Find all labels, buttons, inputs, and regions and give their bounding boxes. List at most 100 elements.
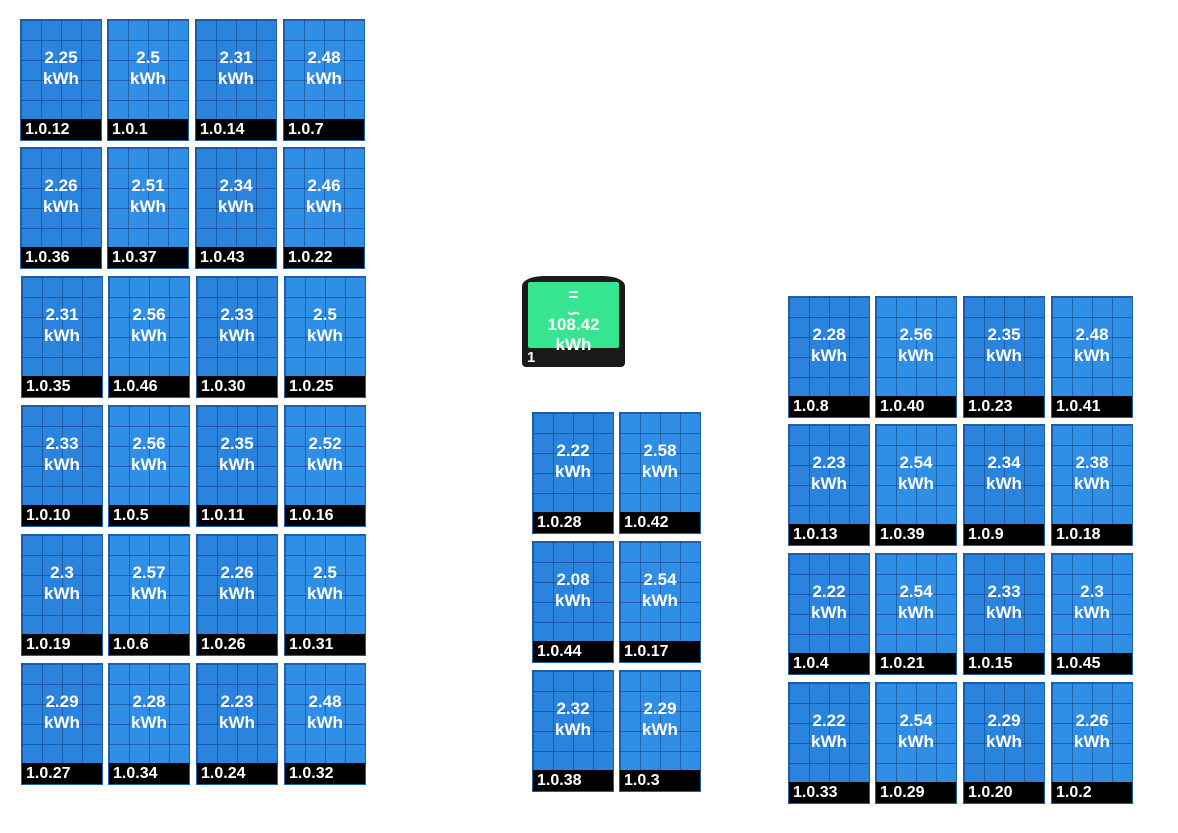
- panel-id-label: 1.0.34: [109, 763, 189, 784]
- panel-id-label: 1.0.9: [964, 524, 1044, 545]
- panel-energy: 2.33 kWh: [219, 305, 255, 345]
- solar-panel-1.0.8[interactable]: 2.28 kWh 1.0.8: [788, 296, 870, 418]
- solar-panel-1.0.31[interactable]: 2.5 kWh 1.0.31: [284, 534, 366, 656]
- solar-panel-1.0.46[interactable]: 2.56 kWh 1.0.46: [108, 276, 190, 398]
- panel-id-label: 1.0.15: [964, 653, 1044, 674]
- panel-energy: 2.34 kWh: [986, 453, 1022, 493]
- panel-energy: 2.56 kWh: [131, 305, 167, 345]
- panel-energy: 2.22 kWh: [811, 582, 847, 622]
- panel-energy: 2.56 kWh: [898, 325, 934, 365]
- panel-energy: 2.25 kWh: [43, 48, 79, 88]
- panel-energy: 2.5 kWh: [307, 305, 343, 345]
- panel-energy: 2.57 kWh: [131, 563, 167, 603]
- solar-panel-1.0.25[interactable]: 2.5 kWh 1.0.25: [284, 276, 366, 398]
- inverter-screen: = ∽ 108.42 kWh: [528, 282, 619, 354]
- panel-id-label: 1.0.36: [21, 247, 101, 268]
- panel-energy: 2.46 kWh: [306, 176, 342, 216]
- panel-id-label: 1.0.13: [789, 524, 869, 545]
- panel-energy: 2.3 kWh: [44, 563, 80, 603]
- solar-panel-1.0.30[interactable]: 2.33 kWh 1.0.30: [196, 276, 278, 398]
- solar-panel-1.0.26[interactable]: 2.26 kWh 1.0.26: [196, 534, 278, 656]
- solar-panel-1.0.44[interactable]: 2.08 kWh 1.0.44: [532, 541, 614, 663]
- panel-id-label: 1.0.2: [1052, 782, 1132, 803]
- panel-energy: 2.33 kWh: [44, 434, 80, 474]
- solar-panel-1.0.33[interactable]: 2.22 kWh 1.0.33: [788, 682, 870, 804]
- panel-energy: 2.29 kWh: [986, 711, 1022, 751]
- solar-panel-1.0.22[interactable]: 2.46 kWh 1.0.22: [283, 147, 365, 269]
- panel-id-label: 1.0.11: [197, 505, 277, 526]
- panel-energy: 2.51 kWh: [130, 176, 166, 216]
- solar-panel-1.0.28[interactable]: 2.22 kWh 1.0.28: [532, 412, 614, 534]
- panel-id-label: 1.0.30: [197, 376, 277, 397]
- solar-panel-1.0.38[interactable]: 2.32 kWh 1.0.38: [532, 670, 614, 792]
- solar-panel-1.0.10[interactable]: 2.33 kWh 1.0.10: [21, 405, 103, 527]
- solar-panel-1.0.15[interactable]: 2.33 kWh 1.0.15: [963, 553, 1045, 675]
- solar-panel-1.0.20[interactable]: 2.29 kWh 1.0.20: [963, 682, 1045, 804]
- panel-energy: 2.23 kWh: [811, 453, 847, 493]
- panel-id-label: 1.0.23: [964, 396, 1044, 417]
- solar-panel-1.0.23[interactable]: 2.35 kWh 1.0.23: [963, 296, 1045, 418]
- panel-id-label: 1.0.21: [876, 653, 956, 674]
- panel-id-label: 1.0.18: [1052, 524, 1132, 545]
- solar-panel-1.0.45[interactable]: 2.3 kWh 1.0.45: [1051, 553, 1133, 675]
- panel-energy: 2.58 kWh: [642, 441, 678, 481]
- panel-id-label: 1.0.8: [789, 396, 869, 417]
- solar-panel-1.0.6[interactable]: 2.57 kWh 1.0.6: [108, 534, 190, 656]
- solar-panel-1.0.12[interactable]: 2.25 kWh 1.0.12: [20, 19, 102, 141]
- panel-energy: 2.35 kWh: [219, 434, 255, 474]
- panel-id-label: 1.0.5: [109, 505, 189, 526]
- panel-id-label: 1.0.46: [109, 376, 189, 397]
- solar-panel-1.0.27[interactable]: 2.29 kWh 1.0.27: [21, 663, 103, 785]
- solar-panel-1.0.24[interactable]: 2.23 kWh 1.0.24: [196, 663, 278, 785]
- solar-panel-1.0.14[interactable]: 2.31 kWh 1.0.14: [195, 19, 277, 141]
- solar-panel-1.0.41[interactable]: 2.48 kWh 1.0.41: [1051, 296, 1133, 418]
- solar-panel-1.0.1[interactable]: 2.5 kWh 1.0.1: [107, 19, 189, 141]
- solar-panel-1.0.34[interactable]: 2.28 kWh 1.0.34: [108, 663, 190, 785]
- solar-panel-1.0.2[interactable]: 2.26 kWh 1.0.2: [1051, 682, 1133, 804]
- solar-panel-1.0.32[interactable]: 2.48 kWh 1.0.32: [284, 663, 366, 785]
- panel-energy: 2.5 kWh: [307, 563, 343, 603]
- panel-energy: 2.23 kWh: [219, 692, 255, 732]
- panel-id-label: 1.0.33: [789, 782, 869, 803]
- panel-id-label: 1.0.31: [285, 634, 365, 655]
- solar-panel-1.0.11[interactable]: 2.35 kWh 1.0.11: [196, 405, 278, 527]
- panel-energy: 2.52 kWh: [307, 434, 343, 474]
- solar-panel-1.0.5[interactable]: 2.56 kWh 1.0.5: [108, 405, 190, 527]
- solar-panel-1.0.29[interactable]: 2.54 kWh 1.0.29: [875, 682, 957, 804]
- solar-panel-1.0.7[interactable]: 2.48 kWh 1.0.7: [283, 19, 365, 141]
- solar-panel-1.0.17[interactable]: 2.54 kWh 1.0.17: [619, 541, 701, 663]
- panel-id-label: 1.0.39: [876, 524, 956, 545]
- panel-id-label: 1.0.41: [1052, 396, 1132, 417]
- solar-panel-1.0.3[interactable]: 2.29 kWh 1.0.3: [619, 670, 701, 792]
- panel-energy: 2.54 kWh: [898, 582, 934, 622]
- solar-panel-1.0.36[interactable]: 2.26 kWh 1.0.36: [20, 147, 102, 269]
- panel-energy: 2.48 kWh: [1074, 325, 1110, 365]
- solar-panel-1.0.21[interactable]: 2.54 kWh 1.0.21: [875, 553, 957, 675]
- solar-panel-1.0.4[interactable]: 2.22 kWh 1.0.4: [788, 553, 870, 675]
- panel-id-label: 1.0.6: [109, 634, 189, 655]
- solar-panel-1.0.19[interactable]: 2.3 kWh 1.0.19: [21, 534, 103, 656]
- inverter[interactable]: = ∽ 108.42 kWh 1: [522, 276, 625, 367]
- solar-panel-1.0.18[interactable]: 2.38 kWh 1.0.18: [1051, 424, 1133, 546]
- inverter-id: 1: [527, 349, 536, 366]
- panel-energy: 2.38 kWh: [1074, 453, 1110, 493]
- solar-panel-1.0.37[interactable]: 2.51 kWh 1.0.37: [107, 147, 189, 269]
- panel-energy: 2.3 kWh: [1074, 582, 1110, 622]
- solar-panel-1.0.42[interactable]: 2.58 kWh 1.0.42: [619, 412, 701, 534]
- solar-panel-1.0.9[interactable]: 2.34 kWh 1.0.9: [963, 424, 1045, 546]
- panel-energy: 2.29 kWh: [642, 699, 678, 739]
- solar-panel-1.0.40[interactable]: 2.56 kWh 1.0.40: [875, 296, 957, 418]
- panel-energy: 2.08 kWh: [555, 570, 591, 610]
- panel-id-label: 1.0.32: [285, 763, 365, 784]
- panel-energy: 2.32 kWh: [555, 699, 591, 739]
- solar-panel-1.0.43[interactable]: 2.34 kWh 1.0.43: [195, 147, 277, 269]
- solar-panel-1.0.13[interactable]: 2.23 kWh 1.0.13: [788, 424, 870, 546]
- panel-id-label: 1.0.43: [196, 247, 276, 268]
- panel-id-label: 1.0.16: [285, 505, 365, 526]
- panel-id-label: 1.0.7: [284, 119, 364, 140]
- solar-panel-1.0.35[interactable]: 2.31 kWh 1.0.35: [21, 276, 103, 398]
- solar-panel-1.0.16[interactable]: 2.52 kWh 1.0.16: [284, 405, 366, 527]
- panel-energy: 2.54 kWh: [642, 570, 678, 610]
- solar-panel-1.0.39[interactable]: 2.54 kWh 1.0.39: [875, 424, 957, 546]
- panel-id-label: 1.0.4: [789, 653, 869, 674]
